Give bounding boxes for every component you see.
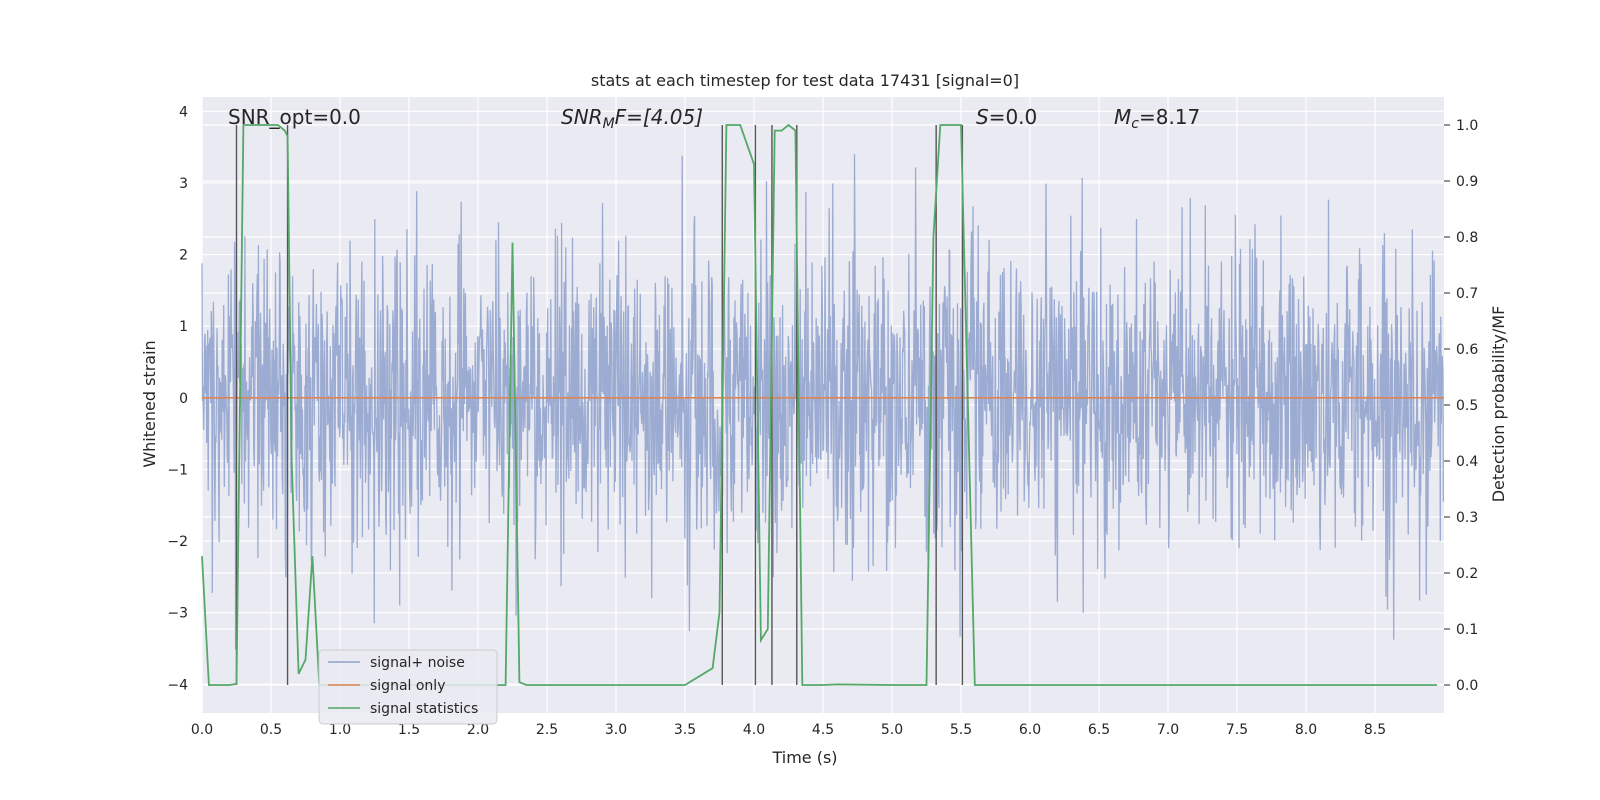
y-axis-label: Whitened strain — [140, 340, 159, 467]
x-tick-label: 4.0 — [743, 722, 765, 738]
y2-axis-ticks: 1.0 0.9 0.8 0.7 0.6 0.5 0.4 0.3 0.2 0.1 0.0 — [1444, 118, 1478, 694]
y2-tick-label: 0.3 — [1456, 510, 1478, 526]
y-tick-label: 2 — [179, 248, 188, 264]
legend: signal+ noise signal only signal statist… — [318, 649, 498, 725]
y2-tick-label: 1.0 — [1456, 118, 1478, 134]
y2-tick-label: 0.6 — [1456, 342, 1478, 358]
x-tick-label: 8.0 — [1295, 722, 1317, 738]
y2-tick-label: 0.5 — [1456, 398, 1478, 414]
chart-title: stats at each timestep for test data 174… — [591, 71, 1019, 90]
annotation-s-prefix: S — [976, 105, 989, 129]
x-tick-label: 7.5 — [1226, 722, 1248, 738]
annotation-s-suffix: =0.0 — [989, 105, 1038, 129]
y-tick-label: −2 — [167, 534, 188, 550]
annotation-snr-mf-suffix: F=[4.05] — [615, 105, 703, 129]
y-axis-ticks: 4 3 2 1 0 −1 −2 −3 −4 — [167, 104, 188, 693]
x-tick-label: 7.0 — [1157, 722, 1179, 738]
x-axis-label: Time (s) — [771, 748, 837, 767]
signal-statistics-line — [201, 123, 1438, 686]
x-tick-label: 0.0 — [191, 722, 213, 738]
annotation-snr-mf-sub: M — [603, 116, 615, 132]
y2-axis-label: Detection probability/MF — [1489, 306, 1508, 503]
y-tick-label: 3 — [179, 176, 188, 192]
legend-label-signal-noise: signal+ noise — [370, 655, 465, 671]
annotation-mc: Mc=8.17 — [1114, 105, 1200, 132]
x-tick-label: 6.0 — [1019, 722, 1041, 738]
annotation-snr-mf-prefix: SNR — [561, 105, 603, 129]
x-tick-label: 5.5 — [950, 722, 972, 738]
y2-tick-label: 0.1 — [1456, 622, 1478, 638]
y-tick-label: −3 — [167, 606, 188, 622]
annotation-s: S=0.0 — [976, 105, 1037, 129]
x-tick-label: 3.0 — [605, 722, 627, 738]
y2-tick-label: 0.2 — [1456, 566, 1478, 582]
x-tick-label: 1.0 — [329, 722, 351, 738]
y2-tick-label: 0.7 — [1456, 286, 1478, 302]
y-tick-label: 0 — [179, 391, 188, 407]
x-tick-label: 8.5 — [1364, 722, 1386, 738]
annotation-mc-suffix: =8.17 — [1139, 105, 1200, 129]
x-tick-label: 5.0 — [881, 722, 903, 738]
annotation-snr-opt: SNR_opt=0.0 — [228, 105, 361, 129]
x-tick-label: 4.5 — [812, 722, 834, 738]
annotation-mc-sub: c — [1131, 116, 1139, 132]
y-tick-label: −1 — [167, 462, 188, 478]
legend-box — [318, 649, 498, 725]
y2-tick-label: 0.0 — [1456, 678, 1478, 694]
y-tick-label: 1 — [179, 319, 188, 335]
x-tick-label: 6.5 — [1088, 722, 1110, 738]
y2-tick-label: 0.9 — [1456, 174, 1478, 190]
y2-tick-label: 0.8 — [1456, 230, 1478, 246]
annotation-mc-prefix: M — [1114, 105, 1131, 129]
noise-line — [201, 154, 1445, 650]
x-tick-label: 3.5 — [674, 722, 696, 738]
x-tick-label: 0.5 — [260, 722, 282, 738]
legend-label-signal-statistics: signal statistics — [370, 701, 478, 717]
vertical-lines — [235, 125, 964, 685]
x-tick-label: 2.0 — [467, 722, 489, 738]
annotation-snr-mf: SNRMF=[4.05] — [561, 105, 703, 132]
x-tick-label: 1.5 — [398, 722, 420, 738]
signal-statistics-series — [201, 123, 1438, 686]
x-axis-ticks: 0.0 0.5 1.0 1.5 2.0 2.5 3.0 3.5 4.0 4.5 5.0 5.5 6.0 6… — [191, 722, 1386, 738]
noise-series — [201, 154, 1445, 650]
legend-label-signal-only: signal only — [370, 678, 445, 694]
y-tick-label: −4 — [167, 677, 188, 693]
y2-tick-label: 0.4 — [1456, 454, 1478, 470]
y-tick-label: 4 — [179, 104, 188, 120]
x-tick-label: 2.5 — [536, 722, 558, 738]
